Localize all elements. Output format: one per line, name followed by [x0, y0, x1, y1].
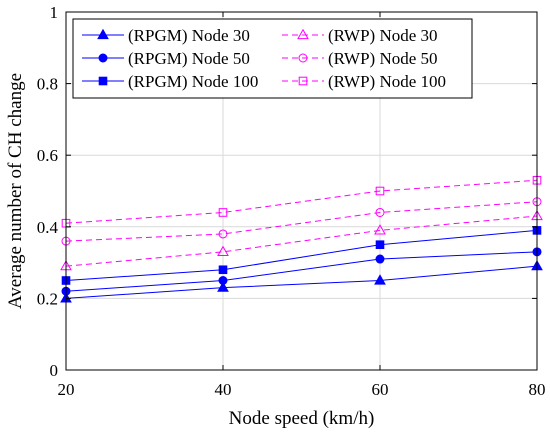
- legend-marker: [98, 53, 108, 63]
- legend-marker: [98, 76, 108, 86]
- x-axis-label: Node speed (km/h): [229, 408, 375, 429]
- legend-marker: [297, 28, 309, 40]
- legend-label: (RWP) Node 100: [328, 72, 446, 91]
- x-tick-label: 40: [215, 380, 232, 399]
- legend-marker: [97, 28, 109, 40]
- data-point: [375, 254, 385, 264]
- data-point: [217, 281, 229, 292]
- y-axis-label: Average number of CH change: [5, 73, 26, 309]
- axis-ticks: 20 40 60 80 0 0.2 0.4 0.6 0.8 1: [37, 3, 546, 399]
- data-point: [375, 207, 385, 217]
- data-point: [374, 224, 386, 235]
- y-tick-label: 0.4: [37, 218, 59, 237]
- data-point: [218, 229, 228, 239]
- data-point: [218, 276, 228, 285]
- series-line: [65, 251, 538, 292]
- data-point: [375, 186, 385, 196]
- legend: (RPGM) Node 30 (RPGM) Node 50 (RPGM) Node …: [72, 18, 473, 99]
- series-line: [65, 201, 538, 242]
- x-tick-label: 80: [529, 380, 546, 399]
- legend-marker: [298, 53, 308, 63]
- legend-label: (RWP) Node 50: [328, 49, 438, 68]
- series-line: [65, 179, 538, 224]
- y-tick-label: 0: [50, 361, 59, 380]
- series-line: [65, 229, 538, 281]
- series-line: [65, 215, 538, 267]
- series-lines: [65, 179, 538, 299]
- data-point: [218, 265, 228, 275]
- series-line: [65, 265, 538, 299]
- legend-label: (RPGM) Node 30: [128, 26, 250, 45]
- legend-box: [72, 18, 473, 99]
- legend-label: (RPGM) Node 100: [128, 72, 258, 91]
- y-tick-label: 1: [50, 3, 59, 22]
- legend-label: (RPGM) Node 50: [128, 49, 250, 68]
- data-point: [374, 274, 386, 285]
- series-markers: [60, 175, 543, 303]
- x-tick-label: 60: [372, 380, 389, 399]
- x-tick-label: 20: [58, 380, 75, 399]
- data-point: [217, 245, 229, 256]
- y-tick-label: 0.8: [37, 75, 58, 94]
- plot-frame: [65, 11, 538, 371]
- legend-label: (RWP) Node 30: [328, 26, 438, 45]
- y-tick-label: 0.6: [37, 146, 58, 165]
- y-tick-label: 0.2: [37, 289, 58, 308]
- data-point: [375, 240, 385, 249]
- data-point: [218, 208, 228, 217]
- legend-marker: [298, 76, 308, 86]
